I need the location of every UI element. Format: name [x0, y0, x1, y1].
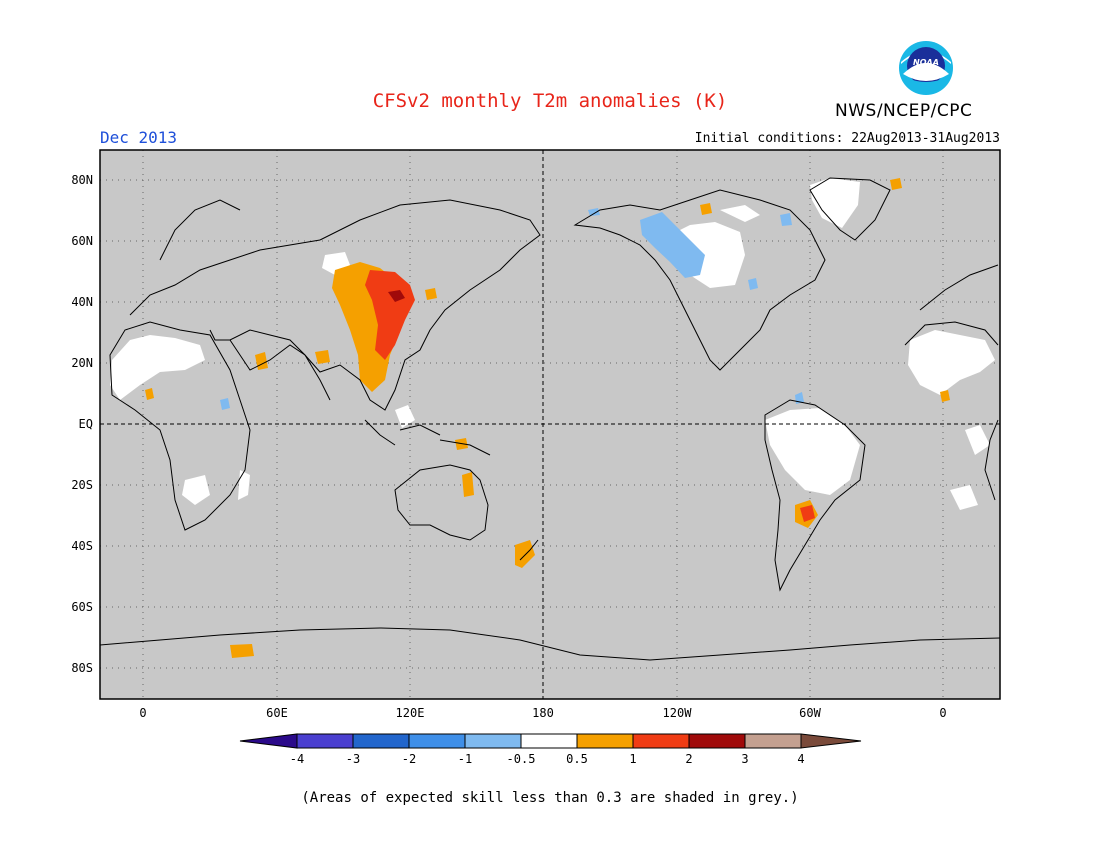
colorbar-tick: -4: [289, 752, 305, 766]
lon-label-0-right: 0: [939, 706, 947, 720]
lon-label-60w: 60W: [799, 706, 821, 720]
map-frame: [99, 149, 1001, 700]
colorbar-tick: 1: [629, 752, 637, 766]
lat-label-eq: EQ: [78, 417, 93, 431]
colorbar-tick: -1: [457, 752, 473, 766]
colorbar-bin: [520, 733, 578, 749]
lat-label-20s: 20S: [71, 478, 93, 492]
lon-label-0-left: 0: [139, 706, 147, 720]
warm-anomaly-regions: [145, 178, 950, 658]
colorbar-tick: -0.5: [506, 752, 536, 766]
lat-label-80n: 80N: [71, 173, 93, 187]
colorbar-bin: [296, 733, 354, 749]
colorbar-bin: [352, 733, 410, 749]
lon-label-120w: 120W: [662, 706, 692, 720]
colorbar-bin: [632, 733, 690, 749]
lat-label-80s: 80S: [71, 661, 93, 675]
colorbar-tick: 2: [685, 752, 693, 766]
colorbar: [239, 733, 862, 749]
colorbar-tick: -2: [401, 752, 417, 766]
footnote: (Areas of expected skill less than 0.3 a…: [301, 790, 799, 806]
colorbar-bin: [744, 733, 802, 749]
lon-label-60e: 60E: [266, 706, 288, 720]
colorbar-arrow-min: [239, 733, 298, 749]
colorbar-tick: 0.5: [566, 752, 588, 766]
noaa-logo: NOAA: [899, 41, 953, 95]
logo-text: NOAA: [913, 58, 939, 67]
lat-label-60n: 60N: [71, 234, 93, 248]
colorbar-bin: [408, 733, 466, 749]
lat-label-20n: 20N: [71, 356, 93, 370]
lat-label-40s: 40S: [71, 539, 93, 553]
colorbar-bin: [464, 733, 522, 749]
lat-label-40n: 40N: [71, 295, 93, 309]
colorbar-tick: 3: [741, 752, 749, 766]
lat-label-60s: 60S: [71, 600, 93, 614]
map-title: CFSv2 monthly T2m anomalies (K): [372, 90, 728, 112]
coastlines: [99, 177, 1001, 661]
lat-lon-grid: [100, 150, 1000, 699]
organization-label: NWS/NCEP/CPC: [835, 101, 973, 121]
forecast-period: Dec 2013: [100, 128, 178, 147]
colorbar-bin: [688, 733, 746, 749]
lon-label-180: 180: [532, 706, 554, 720]
colorbar-tick: 4: [797, 752, 805, 766]
colorbar-arrow-max: [800, 733, 862, 749]
colorbar-bin: [576, 733, 634, 749]
lon-label-120e: 120E: [395, 706, 425, 720]
colorbar-tick: -3: [345, 752, 361, 766]
initial-conditions: Initial conditions: 22Aug2013-31Aug2013: [694, 131, 1000, 146]
